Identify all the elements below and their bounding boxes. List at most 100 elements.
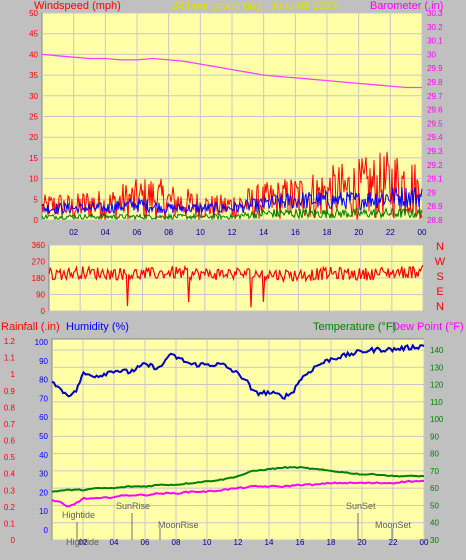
dewpoint-axis-title: Dew Point (°F) [392,321,464,333]
wind-gust-line [41,186,423,215]
rain-tick-label: 0 [11,536,16,545]
baro-tick-label: 29.9 [427,64,443,73]
baro-tick-label: 28.9 [427,202,443,211]
humidity-tick-label: 0 [44,526,49,535]
temp-tick-label: 80 [430,450,439,459]
barometer-line [41,53,422,89]
rain-tick-label: 0.8 [4,403,16,412]
dir-tick-label: 90 [36,291,45,300]
wind-x-tick-label: 06 [133,228,142,237]
compass-label: N [436,241,444,253]
temp-x-tick-label: 20 [358,538,367,547]
humidity-tick-label: 60 [39,413,48,422]
wind-tick-label: 0 [34,216,39,225]
humidity-tick-label: 30 [39,470,48,479]
baro-tick-label: 29.8 [427,78,443,87]
baro-tick-label: 29.2 [427,161,443,170]
rain-tick-label: 0.1 [4,519,16,528]
moonrise-label: MoonRise [158,520,199,530]
compass-label: E [436,286,443,298]
rain-tick-label: 1 [11,370,16,379]
temp-tick-label: 140 [430,346,444,355]
temp-x-tick-label: 06 [141,538,150,547]
sunrise-label: SunRise [116,501,150,511]
temp-tick-label: 110 [430,398,443,407]
temp-tick-label: 90 [430,432,439,441]
moonset-label: MoonSet [375,520,412,530]
hightide-label-2: Hightide [66,537,99,547]
rain-tick-label: 0.6 [4,437,16,446]
chart-marks [41,53,425,508]
wind-tick-label: 10 [29,175,38,184]
humidity-axis-title: Humidity (%) [66,321,129,333]
dir-tick-label: 0 [41,307,46,316]
wind-x-tick-label: 00 [418,228,427,237]
humidity-tick-label: 100 [35,338,49,347]
temp-x-tick-label: 16 [296,538,305,547]
humidity-tick-label: 20 [39,488,48,497]
temp-tick-label: 120 [430,381,444,390]
temp-tick-label: 100 [430,415,444,424]
rain-tick-label: 0.4 [4,470,16,479]
rain-tick-label: 0.3 [4,486,16,495]
wind-x-tick-label: 02 [69,228,78,237]
rain-tick-label: 0.7 [4,420,16,429]
compass-label: N [436,301,444,313]
wind-x-tick-label: 16 [291,228,300,237]
baro-tick-label: 30.3 [427,9,443,18]
temp-x-tick-label: 08 [172,538,181,547]
sunset-label: SunSet [346,501,376,511]
wind-tick-label: 20 [29,133,38,142]
humidity-line [51,343,425,401]
barometer-axis-title: Barometer (.in) [370,0,443,12]
wind-avg-line [41,207,423,221]
dir-tick-label: 360 [32,241,46,250]
wind-tick-label: 40 [29,50,38,59]
rain-tick-label: 1.2 [4,337,16,346]
temp-x-tick-label: 04 [110,538,119,547]
baro-tick-label: 30.1 [427,37,443,46]
wind-tick-label: 15 [29,154,38,163]
humidity-tick-label: 50 [39,432,48,441]
temp-x-tick-label: 10 [203,538,212,547]
rain-tick-label: 1.1 [4,354,16,363]
temp-x-tick-label: 18 [327,538,336,547]
baro-tick-label: 28.8 [427,216,443,225]
wind-tick-label: 25 [29,113,38,122]
temp-tick-label: 60 [430,484,439,493]
rain-tick-label: 0.5 [4,453,16,462]
wind-x-tick-label: 12 [228,228,237,237]
chart-title: 24 hour graph day : June 05 2019 [172,0,337,12]
wind-x-tick-label: 08 [164,228,173,237]
wind-x-tick-label: 14 [259,228,268,237]
baro-tick-label: 29.5 [427,119,443,128]
temp-x-tick-label: 14 [265,538,274,547]
wind-x-tick-label: 04 [101,228,110,237]
wind-x-tick-label: 10 [196,228,205,237]
humidity-tick-label: 70 [39,394,48,403]
rain-tick-label: 0.9 [4,387,16,396]
dir-tick-label: 180 [32,274,46,283]
humidity-tick-label: 90 [39,357,48,366]
baro-tick-label: 30.2 [427,23,443,32]
temp-x-tick-label: 12 [234,538,243,547]
temp-tick-label: 130 [430,363,444,372]
tick-labels: 0510152025303540455028.828.92929.129.229… [4,9,446,547]
compass-label: S [436,271,443,283]
temp-x-tick-label: 02 [79,538,88,547]
baro-tick-label: 29 [427,188,436,197]
temperature-line [51,465,425,493]
wind-tick-label: 35 [29,71,38,80]
rainfall-axis-title: Rainfall (.in) [1,321,60,333]
wind-x-tick-label: 18 [323,228,332,237]
temp-tick-label: 50 [430,501,439,510]
wind-direction-line [48,264,424,308]
dewpoint-line [51,479,424,508]
dir-tick-label: 270 [32,258,46,267]
baro-tick-label: 29.7 [427,92,443,101]
humidity-tick-label: 80 [39,376,48,385]
hightide-label: Hightide [62,510,95,520]
baro-tick-label: 29.3 [427,147,443,156]
wind-tick-label: 45 [29,30,38,39]
